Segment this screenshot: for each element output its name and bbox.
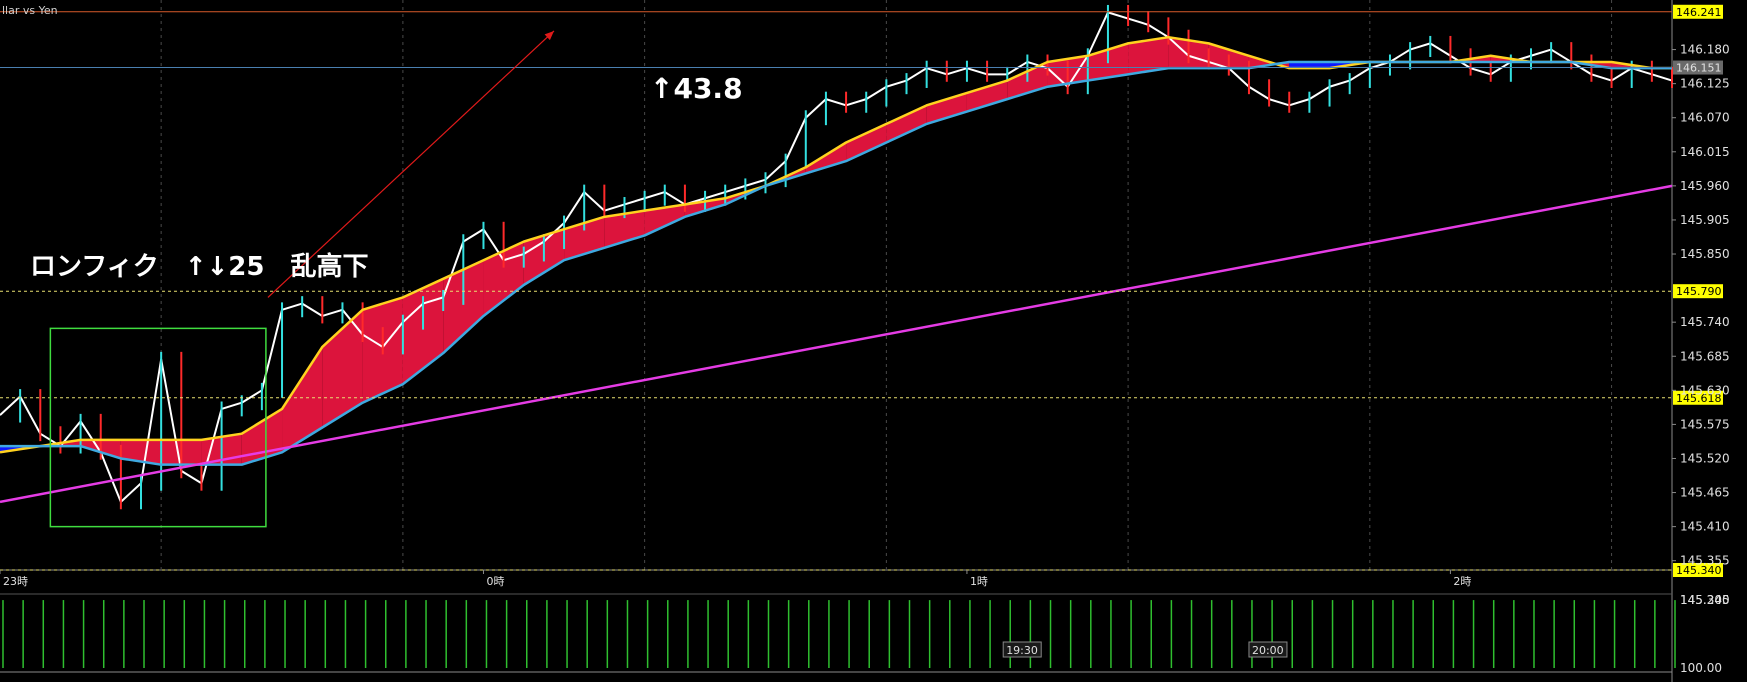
price-tag xyxy=(1673,563,1723,577)
x-tick-label: 23時 xyxy=(3,575,28,588)
y-tick-label: 146.125 xyxy=(1680,77,1730,91)
band-segment-bull xyxy=(443,260,484,354)
highlight-box xyxy=(49,327,267,528)
price-tag-label: 145.618 xyxy=(1676,392,1722,405)
annotations: ↑43.8 ロンフィク ↑↓25 乱高下 xyxy=(30,72,743,282)
band-segment-bear xyxy=(1289,61,1330,69)
trend-arrow xyxy=(267,30,555,298)
price-tag xyxy=(1673,390,1723,405)
y-tick-label: 145.575 xyxy=(1680,417,1730,431)
band-segment-bull xyxy=(886,105,927,143)
band-segment-bull xyxy=(564,216,605,261)
y-tick-label: 145.960 xyxy=(1680,179,1730,193)
y-tick-label: 145.355 xyxy=(1680,554,1730,568)
price-tag-label: 146.151 xyxy=(1676,62,1722,75)
price-tag xyxy=(1673,60,1723,75)
band-segment-bull xyxy=(805,142,847,174)
band-segment-bull xyxy=(402,278,444,385)
y-tick-label: 145.740 xyxy=(1680,315,1730,329)
band-segment-bull xyxy=(1128,37,1169,75)
price-tag xyxy=(1673,284,1723,299)
y-tick-label: 145.520 xyxy=(1680,451,1730,465)
overlays xyxy=(49,30,555,528)
band-segment-bull xyxy=(926,92,967,124)
symbol-label: llar vs Yen xyxy=(2,4,58,17)
series-lines xyxy=(0,4,1673,510)
band-segment-bull xyxy=(282,346,323,453)
y-axis: 146.180 146.125 146.070 146.015 145.960 145.9… xyxy=(1672,43,1730,568)
y-tick-label: 145.630 xyxy=(1680,383,1730,397)
volume-tick-label: 100.00 xyxy=(1680,661,1722,675)
x-tick-label: 0時 xyxy=(486,575,504,588)
trend-arrow-head xyxy=(544,30,554,41)
band-segment-bull xyxy=(644,204,685,236)
price-tag-label: 145.340 xyxy=(1676,564,1722,577)
volume-tick-label: 145.245 xyxy=(1680,593,1730,607)
y-tick-label: 145.465 xyxy=(1680,486,1730,500)
annotation-range: ロンフィク ↑↓25 乱高下 xyxy=(30,251,368,282)
y-tick-label: 145.410 xyxy=(1680,520,1730,534)
time-tag-label: 20:00 xyxy=(1252,644,1284,657)
x-tick-label: 2時 xyxy=(1453,575,1471,588)
band-segment-bull xyxy=(483,241,524,316)
price-tag-label: 146.241 xyxy=(1676,6,1722,19)
band-segment-bull xyxy=(120,439,162,465)
series-long-ma xyxy=(0,184,1673,504)
price-lines: 146.241 146.151 145.790 145.618 145.340 xyxy=(0,4,1723,577)
time-tag xyxy=(1002,641,1042,658)
y-tick-label: 145.905 xyxy=(1680,213,1730,227)
series-price xyxy=(0,11,1673,503)
y-tick-label: 145.685 xyxy=(1680,349,1730,363)
price-tag xyxy=(1673,4,1723,19)
y-tick-label: 145.850 xyxy=(1680,247,1730,261)
y-tick-label: 146.070 xyxy=(1680,111,1730,125)
annotation-up: ↑43.8 xyxy=(650,72,743,105)
x-tick-label: 1時 xyxy=(970,575,988,588)
y-tick-label: 146.180 xyxy=(1680,43,1730,57)
volume-tick-label: 145.300 xyxy=(1680,593,1730,607)
series-slow-ma xyxy=(0,60,1672,466)
y-tick-label: 146.015 xyxy=(1680,145,1730,159)
time-tag xyxy=(1248,641,1288,658)
price-tag-label: 145.790 xyxy=(1676,285,1722,298)
band-segment-bull xyxy=(966,80,1008,112)
band-segment-bull xyxy=(846,123,887,162)
time-tag-label: 19:30 xyxy=(1006,644,1038,657)
x-axis: 23時 0時 1時 2時 xyxy=(0,570,1471,588)
